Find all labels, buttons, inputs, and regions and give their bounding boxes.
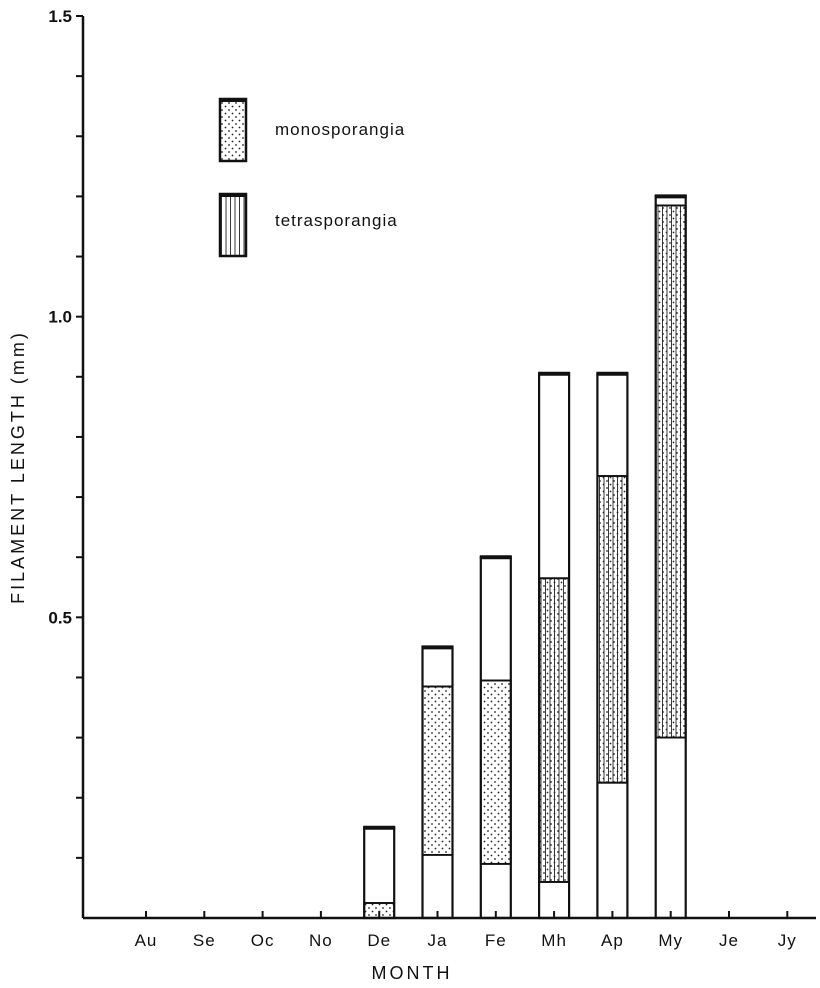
x-tick-label-mh: Mh [541, 931, 567, 950]
y-tick-label: 0.5 [48, 608, 72, 627]
legend-swatch-monosporangia [218, 97, 248, 163]
x-tick-label-se: Se [193, 931, 216, 950]
y-ticks: 0.5 1.0 1.5 [48, 7, 83, 859]
legend-swatch-tetrasporangia [218, 192, 248, 258]
bar-fe [479, 555, 512, 920]
bar-ja [421, 645, 454, 920]
bar-de-monosporangia [363, 902, 396, 919]
x-tick-label-je: Je [719, 931, 739, 950]
y-axis-title: FILAMENT LENGTH (mm) [8, 330, 28, 604]
bars [363, 194, 687, 920]
x-tick-label-de: De [367, 931, 391, 950]
x-tick-label-no: No [309, 931, 333, 950]
x-tick-label-au: Au [135, 931, 158, 950]
x-tick-label-oc: Oc [251, 931, 275, 950]
legend-label-monosporangia: monosporangia [275, 120, 405, 139]
x-ticks: Au Se Oc No De Ja Fe Mh Ap My Je Jy [135, 911, 797, 950]
bar-my-tetrasporangia [655, 205, 686, 738]
bar-ap-tetrasporangia [597, 476, 628, 783]
x-tick-label-ap: Ap [601, 931, 624, 950]
x-tick-label-my: My [658, 931, 683, 950]
bar-my [654, 194, 687, 920]
x-axis-title: MONTH [372, 963, 453, 983]
x-tick-label-fe: Fe [485, 931, 507, 950]
bar-mh-tetrasporangia [539, 578, 570, 882]
bar-de [363, 825, 396, 920]
y-tick-label: 1.5 [48, 7, 72, 26]
x-tick-label-ja: Ja [428, 931, 448, 950]
bar-mh [537, 371, 571, 920]
bar-ja-monosporangia [421, 685, 454, 856]
bar-ap [596, 371, 629, 920]
legend: monosporangia tetrasporangia [218, 97, 405, 258]
bar-fe-monosporangia [479, 679, 512, 865]
legend-label-tetrasporangia: tetrasporangia [275, 211, 398, 230]
y-tick-label: 1.0 [48, 308, 72, 327]
x-tick-label-jy: Jy [778, 931, 797, 950]
